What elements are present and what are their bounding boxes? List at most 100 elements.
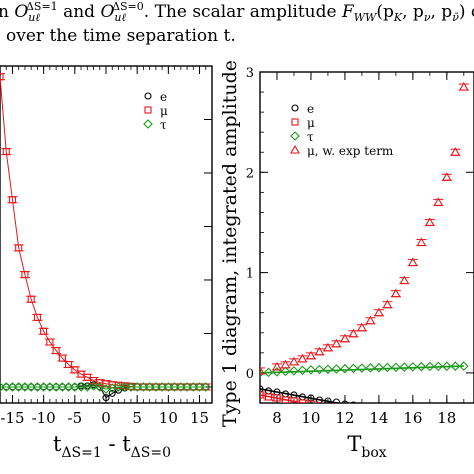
- marker-triangle: [450, 147, 461, 156]
- fit-line: [260, 365, 464, 374]
- marker-diamond: [297, 365, 308, 376]
- marker-circle: [341, 400, 349, 403]
- marker-triangle: [399, 275, 410, 285]
- marker-triangle: [407, 257, 418, 267]
- marker-diamond: [459, 361, 469, 371]
- marker-diamond: [70, 382, 80, 392]
- series-line: [0, 76, 206, 388]
- data-layer: [0, 73, 211, 402]
- caption-line-1-part: O: [100, 2, 115, 22]
- marker-triangle: [373, 307, 384, 317]
- caption-line-1-part: WW: [353, 11, 377, 24]
- marker-circle: [144, 92, 152, 100]
- marker-diamond: [151, 382, 161, 392]
- marker-diamond: [280, 366, 291, 377]
- marker-diamond: [119, 382, 130, 392]
- marker-diamond: [76, 382, 86, 392]
- marker-square: [65, 360, 73, 369]
- marker-diamond: [306, 365, 316, 375]
- marker-square: [290, 397, 298, 403]
- caption-line-1-part: uℓ: [114, 11, 127, 24]
- marker-diamond: [157, 382, 167, 392]
- legend-label: τ: [307, 130, 314, 144]
- data-layer: [260, 81, 469, 430]
- marker-circle: [350, 401, 357, 403]
- y-tick-label: 1: [246, 267, 254, 282]
- marker-diamond: [26, 382, 36, 392]
- marker-diamond: [314, 364, 325, 375]
- marker-triangle: [297, 353, 308, 363]
- fit-line: [260, 394, 308, 403]
- marker-square: [144, 106, 152, 114]
- marker-triangle: [260, 365, 265, 375]
- marker-diamond: [425, 361, 435, 372]
- marker-diamond: [0, 382, 5, 392]
- marker-diamond: [340, 363, 350, 374]
- marker-diamond: [365, 363, 376, 373]
- marker-square: [52, 347, 60, 355]
- series-2: [0, 73, 211, 391]
- marker-triangle: [390, 288, 401, 298]
- marker-square: [21, 271, 29, 279]
- marker-diamond: [88, 381, 99, 391]
- marker-diamond: [126, 382, 136, 392]
- x-tick-label: 16: [403, 409, 422, 427]
- fit-line: [260, 388, 342, 403]
- legend-label: e: [307, 102, 314, 116]
- marker-diamond: [113, 382, 124, 392]
- marker-square: [40, 327, 48, 335]
- marker-square: [46, 338, 54, 346]
- marker-triangle: [424, 217, 435, 227]
- x-tick-label: 14: [369, 409, 388, 427]
- marker-diamond: [138, 382, 149, 392]
- marker-diamond: [331, 364, 342, 374]
- marker-square: [359, 411, 365, 417]
- series-3: [0, 381, 211, 394]
- marker-square: [260, 391, 264, 399]
- x-axis-label: tΔS=1 - tΔS=0: [53, 432, 171, 461]
- marker-square: [427, 424, 433, 430]
- marker-square: [2, 148, 10, 156]
- caption-line-1-part: F: [341, 2, 354, 22]
- caption-line-1-part: and: [57, 2, 101, 22]
- series-2: [260, 391, 433, 430]
- marker-triangle: [306, 350, 316, 360]
- marker-diamond: [1, 382, 12, 392]
- caption-line-1-part: ΔS=0: [112, 0, 144, 13]
- marker-diamond: [182, 382, 192, 392]
- caption-line-1-part: , p: [430, 2, 453, 22]
- marker-square: [273, 394, 281, 402]
- marker-circle: [427, 416, 433, 422]
- x-tick-label: 0: [101, 409, 111, 427]
- caption-line-1: n OuℓΔS=1 and OuℓΔS=0. The scalar amplit…: [0, 0, 474, 24]
- caption-line-1-part: O: [14, 2, 29, 22]
- plot-frame: [259, 71, 474, 404]
- marker-square: [264, 393, 273, 401]
- marker-diamond: [169, 382, 180, 392]
- legend-label: τ: [160, 118, 167, 132]
- marker-triangle: [280, 359, 291, 369]
- marker-diamond: [357, 363, 367, 373]
- marker-diamond: [20, 382, 30, 392]
- marker-triangle: [290, 144, 300, 154]
- x-tick-label: 12: [335, 409, 354, 427]
- marker-triangle: [365, 315, 376, 325]
- caption: n OuℓΔS=1 and OuℓΔS=0. The scalar amplit…: [0, 0, 474, 56]
- caption-line-1-part: (p: [376, 2, 394, 22]
- marker-diamond: [272, 367, 282, 377]
- marker-diamond: [442, 361, 452, 372]
- x-axis-label-part: T: [347, 432, 361, 456]
- x-tick-label: 15: [190, 409, 209, 427]
- marker-diamond: [374, 362, 384, 373]
- marker-square: [71, 366, 79, 374]
- plot-frame: [0, 65, 213, 404]
- marker-triangle: [331, 338, 342, 348]
- marker-triangle: [458, 81, 469, 91]
- marker-circle: [108, 389, 116, 397]
- caption-line-1-part: ΔS=1: [25, 0, 58, 13]
- legend-label: μ, w. exp term: [307, 144, 394, 158]
- marker-diamond: [45, 382, 55, 392]
- x-tick-label: -10: [32, 409, 56, 427]
- marker-diamond: [176, 382, 186, 392]
